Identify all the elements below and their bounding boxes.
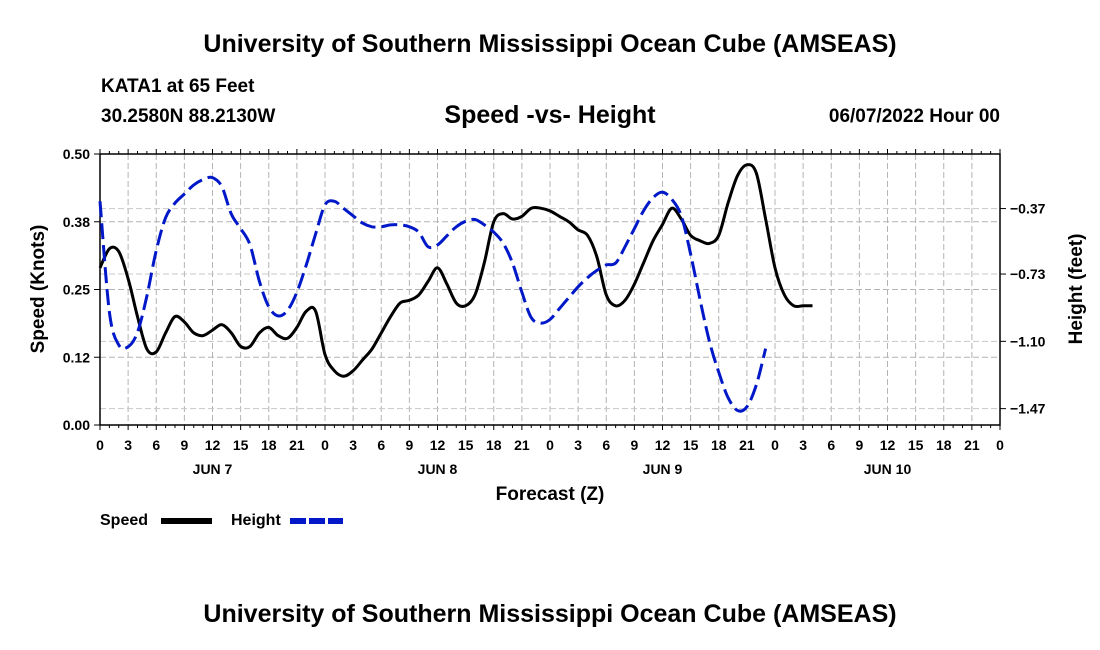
y-tick-label: 0.00 [63,417,90,433]
x-tick-label: 0 [546,437,554,453]
forecast-issued-time: 06/07/2022 Hour 00 [828,106,1000,127]
grid-lines [100,154,1000,425]
x-tick-label: 21 [514,437,530,453]
y-axis-title: Speed (Knots) [28,225,49,354]
x-tick-label: 18 [711,437,727,453]
series-line-speed [98,163,813,378]
x-tick-label: 6 [377,437,385,453]
x-tick-label: 15 [233,437,249,453]
series-line-height [98,175,768,413]
legend-label-height: Height [231,512,281,529]
station-coordinates: 30.2580N 88.2130W [101,106,276,127]
x-tick-label: 6 [827,437,835,453]
day-label: JUN 7 [193,461,233,477]
day-label: JUN 10 [864,461,912,477]
x-tick-label: 21 [739,437,755,453]
y2-tick-label: −1.10 [1010,333,1046,349]
y-tick-label: 0.50 [63,146,90,162]
x-tick-label: 15 [908,437,924,453]
x-tick-label: 3 [574,437,582,453]
legend: Speed Height [100,512,343,529]
axis-labels: 0 3 6 9 12 15 18 21 0 3 6 9 12 15 18 21 0 3 6 9 12 15 18 21 0 3 6 9… [63,146,1046,477]
y2-tick-label: −0.37 [1010,201,1046,217]
x-tick-label: 12 [880,437,896,453]
chart-title-bottom: University of Southern Mississippi Ocean… [203,600,897,628]
x-tick-label: 18 [486,437,502,453]
y2-axis-title: Height (feet) [1066,234,1087,345]
x-tick-label: 12 [205,437,221,453]
x-tick-label: 3 [349,437,357,453]
x-tick-label: 0 [771,437,779,453]
x-tick-label: 6 [602,437,610,453]
y-tick-label: 0.25 [63,282,90,298]
x-tick-label: 9 [855,437,863,453]
legend-label-speed: Speed [100,512,148,529]
data-series [98,163,813,413]
y2-tick-label: −1.47 [1010,401,1046,417]
x-tick-label: 12 [655,437,671,453]
station-label: KATA1 at 65 Feet [101,76,255,97]
y-tick-label: 0.38 [63,214,90,230]
y-tick-label: 0.12 [63,349,90,365]
x-tick-label: 15 [458,437,474,453]
x-tick-label: 15 [683,437,699,453]
chart-subtitle: Speed -vs- Height [444,101,656,129]
x-tick-label: 21 [964,437,980,453]
x-tick-label: 0 [996,437,1004,453]
x-tick-label: 9 [405,437,413,453]
day-label: JUN 9 [643,461,683,477]
x-tick-label: 6 [152,437,160,453]
x-tick-label: 9 [180,437,188,453]
x-tick-label: 18 [936,437,952,453]
chart-title-top: University of Southern Mississippi Ocean… [203,30,897,58]
x-axis-title: Forecast (Z) [496,484,605,505]
x-tick-label: 3 [124,437,132,453]
x-tick-label: 9 [630,437,638,453]
x-tick-label: 21 [289,437,305,453]
x-tick-label: 0 [96,437,104,453]
x-tick-label: 0 [321,437,329,453]
day-label: JUN 8 [418,461,458,477]
y2-tick-label: −0.73 [1010,266,1046,282]
x-tick-label: 12 [430,437,446,453]
x-tick-label: 18 [261,437,277,453]
x-tick-label: 3 [799,437,807,453]
axis-ticks [94,149,1006,430]
